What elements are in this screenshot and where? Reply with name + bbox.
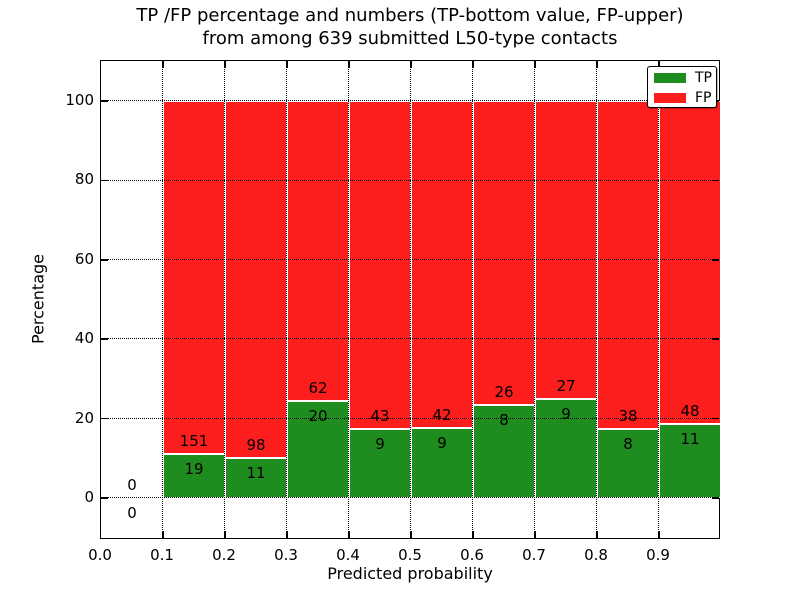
x-tick: [472, 61, 474, 68]
tp-bar: [659, 423, 721, 498]
fp-bar: [659, 101, 721, 424]
x-tick-label: 0.2: [212, 546, 236, 564]
x-tick-label: 0.1: [150, 546, 174, 564]
y-tick: [101, 338, 108, 340]
x-tick-label: 0.9: [646, 546, 670, 564]
fp-count-label: 0: [127, 476, 137, 494]
h-gridline: [101, 179, 719, 181]
x-tick: [596, 61, 598, 68]
y-tick: [712, 338, 719, 340]
x-tick: [658, 531, 660, 538]
x-tick: [596, 531, 598, 538]
v-gridline: [534, 61, 536, 538]
tp-bar: [349, 429, 411, 498]
y-tick: [101, 100, 108, 102]
y-tick-label: 80: [74, 170, 94, 189]
fp-bar: [163, 101, 225, 454]
x-tick: [658, 61, 660, 68]
fp-legend-swatch: [654, 92, 686, 103]
y-tick: [712, 417, 719, 420]
y-tick-label: 0: [84, 488, 94, 506]
fp-bar: [535, 101, 597, 399]
x-tick-label: 0.8: [584, 546, 608, 564]
x-tick: [286, 61, 288, 68]
x-axis-label: Predicted probability: [327, 564, 493, 583]
v-gridline: [410, 61, 412, 538]
h-gridline: [101, 338, 719, 340]
h-gridline: [101, 497, 719, 499]
tp-bar: [163, 453, 225, 498]
fp-bar: [349, 101, 411, 430]
y-tick-label: 20: [74, 408, 94, 427]
y-tick-label: 40: [74, 329, 94, 348]
fp-legend-label: FP: [695, 89, 712, 106]
tp-legend-swatch: [654, 72, 686, 83]
x-tick: [348, 61, 350, 68]
x-tick-label: 0.6: [460, 546, 484, 564]
x-tick-label: 0.7: [522, 546, 546, 564]
x-tick: [162, 61, 164, 68]
x-tick: [534, 61, 536, 68]
x-tick: [410, 61, 412, 68]
tp-bar: [535, 398, 597, 498]
fp-bar: [225, 101, 287, 458]
chart-title-line1: TP /FP percentage and numbers (TP-bottom…: [136, 5, 684, 26]
x-tick-label: 0.4: [336, 546, 360, 564]
tp-count-label: 0: [127, 504, 137, 522]
y-tick-label: 100: [65, 91, 94, 109]
legend-item-tp: TP: [648, 68, 716, 87]
v-gridline: [224, 61, 226, 538]
x-tick: [348, 531, 350, 538]
x-tick: [534, 531, 536, 538]
y-tick-label: 60: [74, 249, 94, 268]
fp-bar: [473, 101, 535, 405]
x-tick: [224, 531, 226, 538]
tp-bar: [597, 428, 659, 498]
x-tick-label: 0.0: [88, 546, 112, 564]
chart-title: TP /FP percentage and numbers (TP-bottom…: [100, 4, 720, 50]
y-tick: [101, 497, 108, 499]
chart-title-line2: from among 639 submitted L50-type contac…: [202, 28, 618, 49]
x-tick: [162, 531, 164, 538]
y-tick: [101, 417, 108, 420]
x-tick: [224, 61, 226, 68]
x-tick-label: 0.3: [274, 546, 298, 564]
fp-bar: [411, 101, 473, 428]
tp-bar: [225, 457, 287, 498]
y-tick: [712, 497, 719, 499]
v-gridline: [658, 61, 660, 538]
tp-legend-label: TP: [695, 69, 712, 86]
y-tick: [101, 179, 108, 182]
tp-bar: [473, 404, 535, 498]
v-gridline: [348, 61, 350, 538]
legend-item-fp: FP: [648, 88, 716, 107]
v-gridline: [162, 61, 164, 538]
fp-bar: [597, 101, 659, 429]
x-tick-label: 0.5: [398, 546, 422, 564]
v-gridline: [286, 61, 288, 538]
h-gridline: [101, 259, 719, 261]
v-gridline: [596, 61, 598, 538]
tp-bar: [411, 427, 473, 498]
fp-bar: [287, 101, 349, 402]
tp-bar: [287, 401, 349, 498]
x-tick: [472, 531, 474, 538]
y-tick: [101, 259, 108, 261]
y-tick: [712, 259, 719, 261]
h-gridline: [101, 100, 719, 102]
x-tick: [410, 531, 412, 538]
y-axis-label: Percentage: [28, 253, 48, 345]
legend: TP FP: [647, 66, 717, 108]
x-tick: [286, 531, 288, 538]
h-gridline: [101, 417, 719, 419]
plot-area: TP FP 0 0 151 19 98 11 62 20 43 9 42 9 26 8 27 9 38 8 48 11: [100, 60, 721, 539]
y-tick: [712, 179, 719, 182]
v-gridline: [472, 61, 474, 538]
